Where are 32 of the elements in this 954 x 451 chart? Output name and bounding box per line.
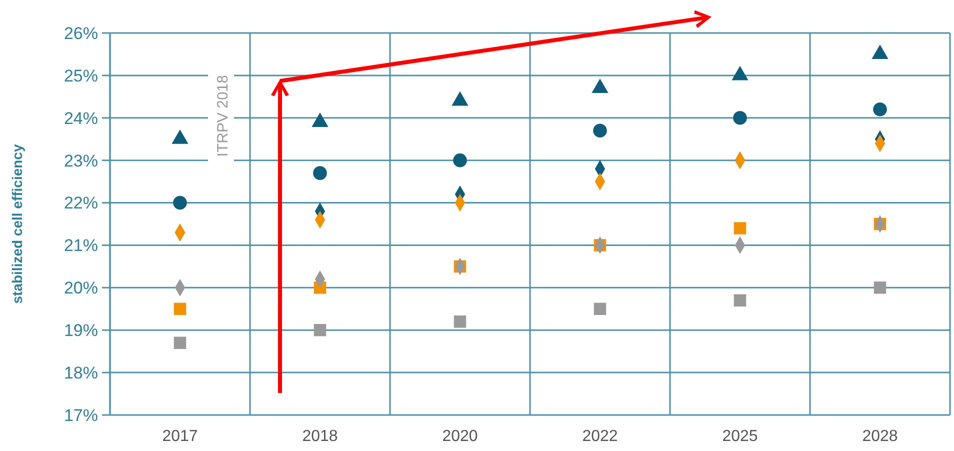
point <box>174 302 186 316</box>
point <box>593 124 607 138</box>
y-tick-label: 17% <box>64 406 98 425</box>
point <box>734 222 746 234</box>
annotation: ITRPV 2018 <box>214 75 232 157</box>
x-tick-label: 2022 <box>582 428 618 445</box>
y-tick-label: 19% <box>64 321 98 340</box>
y-tick-label: 23% <box>64 151 98 170</box>
y-tick-label: 20% <box>64 278 98 298</box>
y-tick-label: 26% <box>64 24 98 43</box>
point <box>453 153 467 168</box>
y-tick-label: 21% <box>64 236 98 256</box>
point <box>174 336 186 349</box>
x-tick-label: 2028 <box>862 428 898 445</box>
y-tick-label: 25% <box>64 66 98 86</box>
point <box>874 282 886 294</box>
y-tick-label: 18% <box>64 364 98 383</box>
x-tick-label: 2017 <box>162 428 198 445</box>
point <box>594 302 606 316</box>
x-tick-label: 2025 <box>722 428 758 445</box>
y-axis-title: stabilized cell efficiency <box>9 144 25 304</box>
x-tick-label: 2018 <box>302 428 338 445</box>
point <box>314 324 326 336</box>
point <box>733 110 747 125</box>
y-tick-label: 22% <box>64 194 98 213</box>
point <box>313 166 327 180</box>
point <box>454 316 466 328</box>
point <box>734 294 746 307</box>
point <box>873 102 887 116</box>
point <box>173 196 187 210</box>
x-tick-label: 2020 <box>442 428 478 445</box>
y-tick-label: 24% <box>64 108 98 128</box>
